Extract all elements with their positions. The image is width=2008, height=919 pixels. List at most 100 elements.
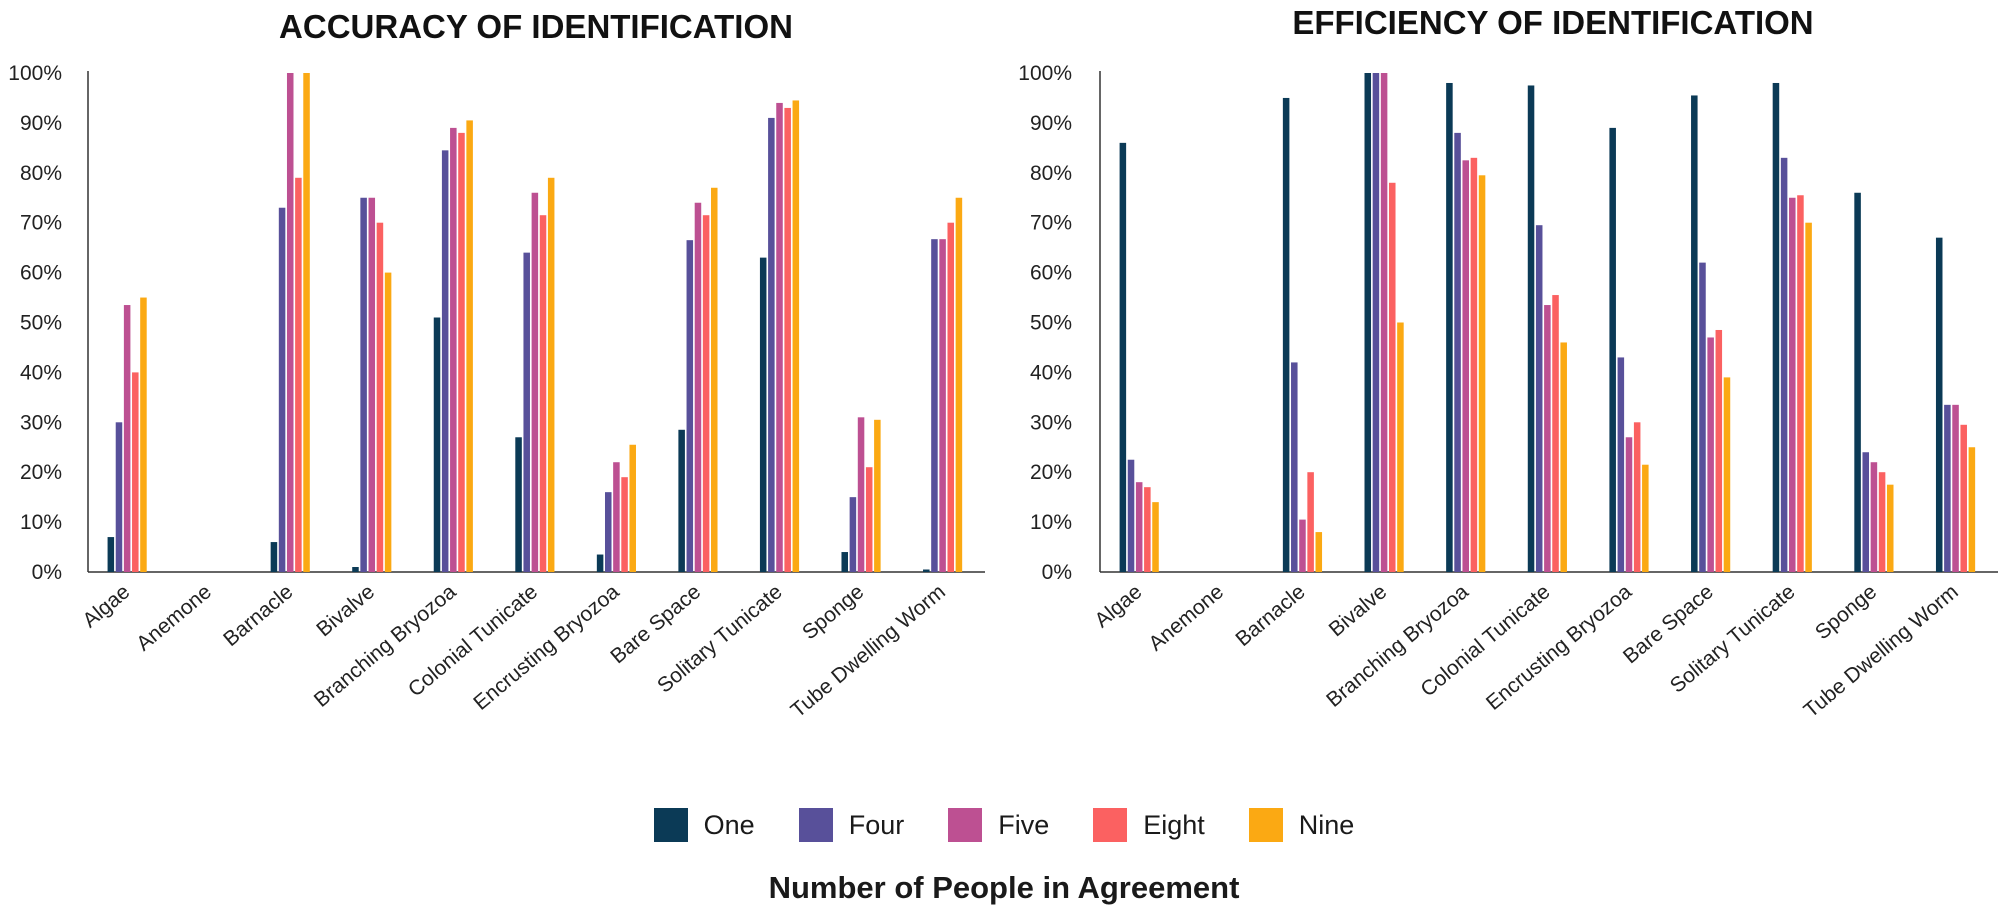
chart2-bar-sponge-eight	[1878, 472, 1886, 572]
chart1-bar-colonial-tunicate-five	[531, 192, 539, 572]
chart2-category-label-sponge: Sponge	[1811, 580, 1881, 644]
legend-item-five: Five	[948, 808, 1049, 842]
chart1-bar-bare-space-eight	[702, 215, 710, 572]
chart1-bar-encrusting-bryozoa-eight	[621, 477, 628, 572]
chart1-bar-branching-bryozoa-four	[441, 150, 449, 572]
chart2-bar-bare-space-eight	[1715, 329, 1723, 572]
chart2-bar-colonial-tunicate-eight	[1552, 295, 1559, 572]
chart1-bar-sponge-four	[849, 497, 857, 572]
chart1-bar-tube-dwelling-worm-nine	[955, 197, 963, 572]
legend-swatch-four	[798, 808, 833, 842]
chart1-bar-tube-dwelling-worm-eight	[947, 222, 955, 572]
chart2-category-label-barnacle: Barnacle	[1231, 580, 1309, 651]
chart1-ytick-label: 30%	[20, 411, 62, 434]
chart2-bar-encrusting-bryozoa-eight	[1633, 422, 1641, 572]
legend-swatch-one	[653, 808, 688, 842]
chart2-bar-algae-one	[1119, 142, 1127, 573]
legend-swatch-eight	[1093, 808, 1128, 842]
chart1-bar-algae-nine	[140, 297, 147, 572]
chart2-bar-sponge-four	[1862, 452, 1870, 572]
chart2-bar-tube-dwelling-worm-nine	[1968, 447, 1976, 572]
chart2-bar-branching-bryozoa-four	[1454, 132, 1461, 572]
chart1-ytick-label: 100%	[8, 62, 62, 85]
chart2-bar-bare-space-nine	[1723, 377, 1731, 572]
legend-label-four: Four	[848, 809, 905, 840]
chart2-ytick-label: 40%	[1030, 361, 1072, 384]
chart1-ytick-label: 70%	[20, 212, 62, 235]
chart1-bar-bare-space-four	[686, 240, 694, 573]
chart1-bar-sponge-one	[841, 552, 849, 572]
legend: One Four Five Eight Nine	[0, 808, 2008, 842]
chart2-bar-sponge-nine	[1886, 484, 1894, 572]
chart2-bar-bare-space-four	[1699, 262, 1706, 572]
legend-label-one: One	[703, 809, 755, 840]
chart2-ytick-label: 90%	[1030, 112, 1072, 135]
legend-item-eight: Eight	[1093, 808, 1205, 842]
legend-item-four: Four	[798, 808, 905, 842]
chart1-bar-encrusting-bryozoa-four	[604, 492, 612, 572]
chart2-bar-branching-bryozoa-eight	[1470, 157, 1478, 572]
chart2-bar-algae-four	[1127, 459, 1135, 572]
chart2-category-label-algae: Algae	[1090, 580, 1146, 632]
chart1-ytick-label: 50%	[20, 312, 62, 335]
chart1-bar-colonial-tunicate-nine	[547, 177, 555, 573]
chart1-bar-sponge-eight	[865, 467, 873, 572]
chart1-bar-algae-one	[107, 537, 115, 572]
chart2-bar-branching-bryozoa-one	[1446, 82, 1453, 572]
chart2-ytick-label: 50%	[1030, 312, 1072, 335]
chart2-bar-solitary-tunicate-one	[1772, 82, 1780, 572]
chart1-bar-barnacle-four	[278, 207, 286, 573]
chart2-bar-colonial-tunicate-one	[1527, 85, 1535, 572]
chart2-bar-tube-dwelling-worm-eight	[1960, 424, 1967, 572]
chart2-bar-bare-space-one	[1691, 95, 1698, 572]
chart2-bar-bivalve-five	[1380, 73, 1388, 572]
chart2-bar-solitary-tunicate-four	[1780, 157, 1788, 572]
chart1-bar-branching-bryozoa-nine	[466, 120, 473, 572]
chart1-category-label-branching-bryozoa: Branching Bryozoa	[310, 580, 461, 712]
chart1-ytick-label: 60%	[20, 262, 62, 285]
chart2-ytick-label: 30%	[1030, 411, 1072, 434]
chart2-bar-solitary-tunicate-eight	[1797, 195, 1804, 572]
chart1-bar-branching-bryozoa-one	[433, 317, 441, 572]
chart1-ytick-label: 80%	[20, 162, 62, 185]
chart2-bar-bivalve-nine	[1397, 322, 1404, 572]
chart2-bar-barnacle-nine	[1315, 532, 1323, 572]
chart1-bar-solitary-tunicate-one	[759, 257, 767, 572]
chart2-bar-bivalve-four	[1372, 73, 1380, 572]
chart1-bar-barnacle-nine	[303, 73, 310, 572]
chart1-bar-colonial-tunicate-one	[515, 437, 522, 572]
chart2-bar-algae-nine	[1152, 502, 1159, 572]
chart1-bar-algae-eight	[132, 372, 139, 572]
chart1-bar-bare-space-nine	[711, 187, 718, 572]
chart1-bar-algae-four	[115, 422, 123, 572]
chart2-category-label-anemone: Anemone	[1144, 580, 1228, 655]
legend-label-five: Five	[998, 809, 1050, 840]
chart2-ytick-label: 70%	[1030, 212, 1072, 235]
chart1-ytick-label: 20%	[20, 461, 62, 484]
chart1-ytick-label: 0%	[32, 561, 62, 584]
chart2-bar-colonial-tunicate-five	[1544, 305, 1551, 572]
chart1-category-label-algae: Algae	[78, 580, 134, 632]
chart2-bar-branching-bryozoa-nine	[1478, 175, 1486, 573]
legend-swatch-five	[948, 808, 983, 842]
legend-label-nine: Nine	[1298, 809, 1355, 840]
chart2-bar-colonial-tunicate-nine	[1560, 342, 1567, 572]
chart2-ytick-label: 0%	[1042, 561, 1072, 584]
chart1-ytick-label: 10%	[20, 511, 62, 534]
legend-label-eight: Eight	[1143, 809, 1205, 840]
chart2-bar-bare-space-five	[1707, 337, 1714, 572]
chart2-bar-algae-five	[1135, 482, 1143, 572]
chart1-bar-tube-dwelling-worm-one	[923, 569, 930, 572]
chart1-bar-encrusting-bryozoa-one	[596, 554, 604, 572]
chart1-bar-encrusting-bryozoa-five	[613, 462, 620, 572]
chart2-bar-encrusting-bryozoa-nine	[1642, 464, 1649, 572]
chart2-category-label-encrusting-bryozoa: Encrusting Bryozoa	[1482, 580, 1637, 715]
legend-item-one: One	[653, 808, 755, 842]
chart1-bar-bare-space-one	[678, 429, 685, 572]
chart1-category-label-bivalve: Bivalve	[312, 580, 379, 641]
chart2-bar-bivalve-eight	[1388, 182, 1396, 572]
chart2-ytick-label: 10%	[1030, 511, 1072, 534]
chart2-ytick-label: 80%	[1030, 162, 1072, 185]
chart1-bar-bivalve-five	[368, 197, 376, 572]
